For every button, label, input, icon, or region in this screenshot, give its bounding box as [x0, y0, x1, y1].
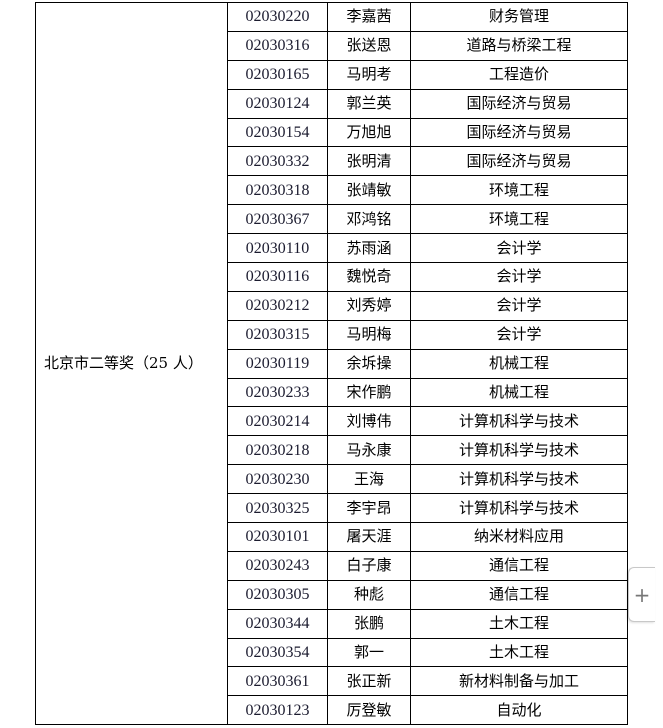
- table-row: 02030124 郭兰英 国际经济与贸易: [36, 88, 628, 119]
- student-name-cell: 余坼操: [327, 348, 411, 379]
- student-name-cell: 邓鸿铭: [327, 204, 411, 235]
- student-name-cell: 李嘉茜: [327, 2, 411, 32]
- table-row: 02030212 刘秀婷 会计学: [36, 290, 628, 321]
- student-id-cell: 02030124: [227, 88, 328, 119]
- student-name-cell: 魏悦奇: [327, 262, 411, 292]
- plus-icon: +: [633, 582, 651, 607]
- student-name-cell: 马明梅: [327, 319, 411, 350]
- award-table: 北京市二等奖（25 人） 02030220 李嘉茜 财务管理 02030316 张送恩 道路…: [35, 1, 628, 726]
- student-id-cell: 02030154: [227, 117, 328, 148]
- student-id-cell: 02030116: [227, 262, 328, 292]
- table-row: 02030116 魏悦奇 会计学: [36, 262, 628, 292]
- major-cell: 纳米材料应用: [410, 522, 628, 552]
- major-cell: 工程造价: [410, 59, 628, 90]
- student-name-cell: 苏雨涵: [327, 233, 411, 264]
- table-row: 02030344 张鹏 土木工程: [36, 608, 628, 639]
- table-row: 02030154 万旭旭 国际经济与贸易: [36, 117, 628, 148]
- table-row: 02030243 白子康 通信工程: [36, 550, 628, 581]
- table-row: 02030123 厉登敏 自动化: [36, 695, 628, 726]
- student-id-cell: 02030230: [227, 464, 328, 495]
- major-cell: 会计学: [410, 290, 628, 321]
- student-name-cell: 郭一: [327, 637, 411, 668]
- table-row: 02030325 李宇昂 计算机科学与技术: [36, 493, 628, 524]
- student-id-cell: 02030220: [227, 2, 328, 32]
- student-id-cell: 02030354: [227, 637, 328, 668]
- table-row: 02030332 张明清 国际经济与贸易: [36, 146, 628, 177]
- student-name-cell: 马永康: [327, 435, 411, 466]
- student-name-cell: 张送恩: [327, 30, 411, 61]
- student-id-cell: 02030316: [227, 30, 328, 61]
- table-row: 北京市二等奖（25 人） 02030220 李嘉茜 财务管理: [35, 1, 628, 726]
- student-name-cell: 张明清: [327, 146, 411, 177]
- student-name-cell: 王海: [327, 464, 411, 495]
- student-id-cell: 02030325: [227, 493, 328, 524]
- student-id-cell: 02030315: [227, 319, 328, 350]
- student-name-cell: 白子康: [327, 550, 411, 581]
- student-name-cell: 宋作鹏: [327, 377, 411, 408]
- major-cell: 自动化: [410, 695, 628, 726]
- major-cell: 通信工程: [410, 550, 628, 581]
- major-cell: 新材料制备与加工: [410, 666, 628, 697]
- table-row: 02030165 马明考 工程造价: [36, 59, 628, 90]
- student-id-cell: 02030233: [227, 377, 328, 408]
- major-cell: 土木工程: [410, 608, 628, 639]
- major-cell: 计算机科学与技术: [410, 406, 628, 437]
- major-cell: 机械工程: [410, 377, 628, 408]
- table-row: 02030110 苏雨涵 会计学: [36, 233, 628, 264]
- major-cell: 会计学: [410, 233, 628, 264]
- student-id-cell: 02030123: [227, 695, 328, 726]
- table-row: 02030367 邓鸿铭 环境工程: [36, 204, 628, 235]
- student-id-cell: 02030305: [227, 579, 328, 610]
- student-id-cell: 02030214: [227, 406, 328, 437]
- major-cell: 道路与桥梁工程: [410, 30, 628, 61]
- award-level-cell: 北京市二等奖（25 人）: [35, 1, 228, 726]
- major-cell: 环境工程: [410, 204, 628, 235]
- major-cell: 通信工程: [410, 579, 628, 610]
- student-name-cell: 种彪: [327, 579, 411, 610]
- major-cell: 计算机科学与技术: [410, 493, 628, 524]
- student-id-cell: 02030212: [227, 290, 328, 321]
- major-cell: 国际经济与贸易: [410, 117, 628, 148]
- student-name-cell: 张靖敏: [327, 175, 411, 206]
- student-name-cell: 郭兰英: [327, 88, 411, 119]
- major-cell: 国际经济与贸易: [410, 146, 628, 177]
- major-cell: 会计学: [410, 319, 628, 350]
- student-id-cell: 02030243: [227, 550, 328, 581]
- table-row: 02030315 马明梅 会计学: [36, 319, 628, 350]
- student-id-cell: 02030110: [227, 233, 328, 264]
- student-id-cell: 02030367: [227, 204, 328, 235]
- student-name-cell: 厉登敏: [327, 695, 411, 726]
- table-row: 02030354 郭一 土木工程: [36, 637, 628, 668]
- student-name-cell: 马明考: [327, 59, 411, 90]
- student-name-cell: 李宇昂: [327, 493, 411, 524]
- table-row: 02030230 王海 计算机科学与技术: [36, 464, 628, 495]
- student-name-cell: 刘秀婷: [327, 290, 411, 321]
- major-cell: 环境工程: [410, 175, 628, 206]
- student-id-cell: 02030361: [227, 666, 328, 697]
- student-id-cell: 02030119: [227, 348, 328, 379]
- major-cell: 土木工程: [410, 637, 628, 668]
- major-cell: 国际经济与贸易: [410, 88, 628, 119]
- table-row: 02030218 马永康 计算机科学与技术: [36, 435, 628, 466]
- major-cell: 机械工程: [410, 348, 628, 379]
- major-cell: 会计学: [410, 262, 628, 292]
- table-row: 02030316 张送恩 道路与桥梁工程: [36, 30, 628, 61]
- student-name-cell: 万旭旭: [327, 117, 411, 148]
- major-cell: 计算机科学与技术: [410, 435, 628, 466]
- student-name-cell: 刘博伟: [327, 406, 411, 437]
- expand-button[interactable]: +: [628, 567, 655, 622]
- major-cell: 计算机科学与技术: [410, 464, 628, 495]
- major-cell: 财务管理: [410, 2, 628, 32]
- student-id-cell: 02030218: [227, 435, 328, 466]
- student-id-cell: 02030318: [227, 175, 328, 206]
- student-id-cell: 02030101: [227, 522, 328, 552]
- student-name-cell: 张鹏: [327, 608, 411, 639]
- student-id-cell: 02030165: [227, 59, 328, 90]
- student-id-cell: 02030344: [227, 608, 328, 639]
- student-name-cell: 张正新: [327, 666, 411, 697]
- student-name-cell: 屠天涯: [327, 522, 411, 552]
- student-id-cell: 02030332: [227, 146, 328, 177]
